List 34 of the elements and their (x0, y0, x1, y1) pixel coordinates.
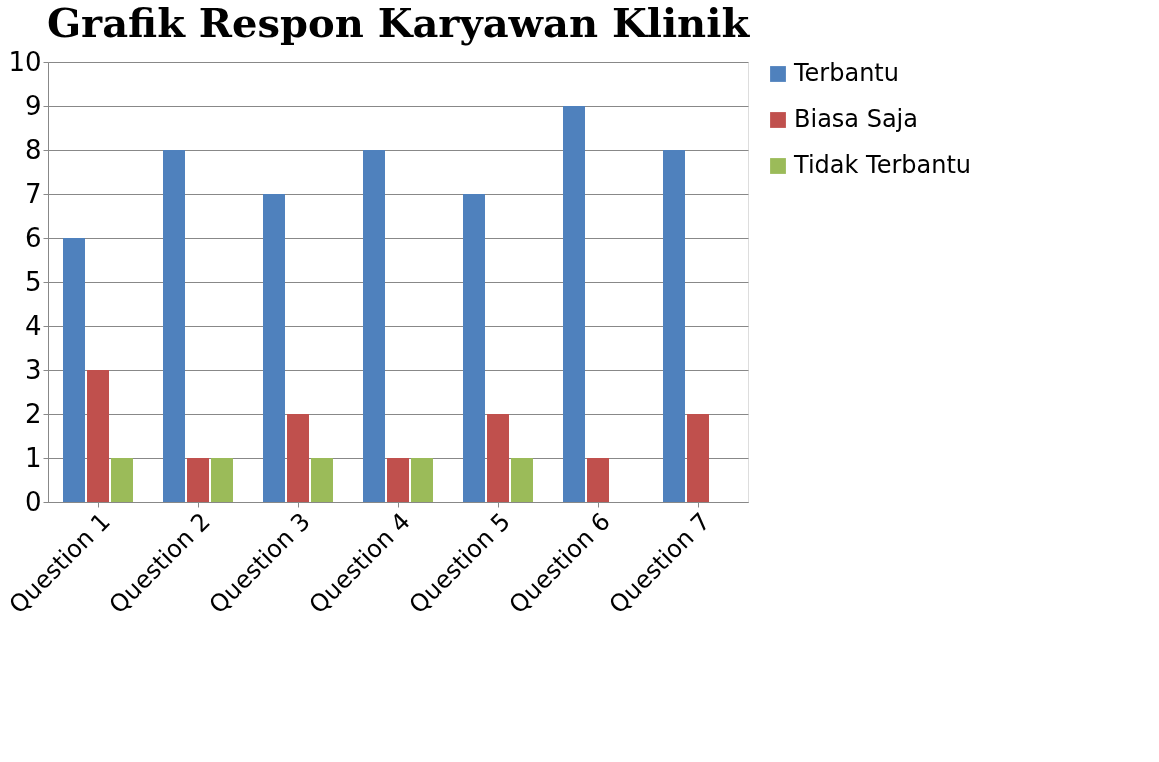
bar (387, 458, 409, 502)
bar (311, 458, 333, 502)
y-tick-label: 10 (8, 46, 42, 77)
legend-label: Terbantu (793, 59, 899, 87)
y-tick-label: 2 (24, 398, 42, 429)
bar (563, 106, 585, 502)
legend-label: Biasa Saja (794, 105, 918, 133)
bar (63, 238, 85, 502)
bar (211, 458, 233, 502)
bar (111, 458, 133, 502)
y-tick-label: 1 (24, 442, 42, 473)
y-tick-label: 8 (24, 134, 42, 165)
y-tick-label: 0 (24, 486, 42, 517)
bar (163, 150, 185, 502)
bar (287, 414, 309, 502)
bar (511, 458, 533, 502)
y-tick-label: 9 (24, 90, 42, 121)
bar (263, 194, 285, 502)
y-tick-label: 7 (24, 178, 42, 209)
bar (187, 458, 209, 502)
chart-title: Grafik Respon Karyawan Klinik (46, 0, 751, 46)
bar (487, 414, 509, 502)
bar (463, 194, 485, 502)
y-tick-label: 5 (24, 266, 42, 297)
bar (411, 458, 433, 502)
bar (363, 150, 385, 502)
y-tick-label: 6 (24, 222, 42, 253)
y-tick-label: 4 (24, 310, 42, 341)
legend-label: Tidak Terbantu (793, 151, 972, 179)
bar (663, 150, 685, 502)
y-tick-label: 3 (24, 354, 42, 385)
bar (87, 370, 109, 502)
bar (687, 414, 709, 502)
bar (587, 458, 609, 502)
